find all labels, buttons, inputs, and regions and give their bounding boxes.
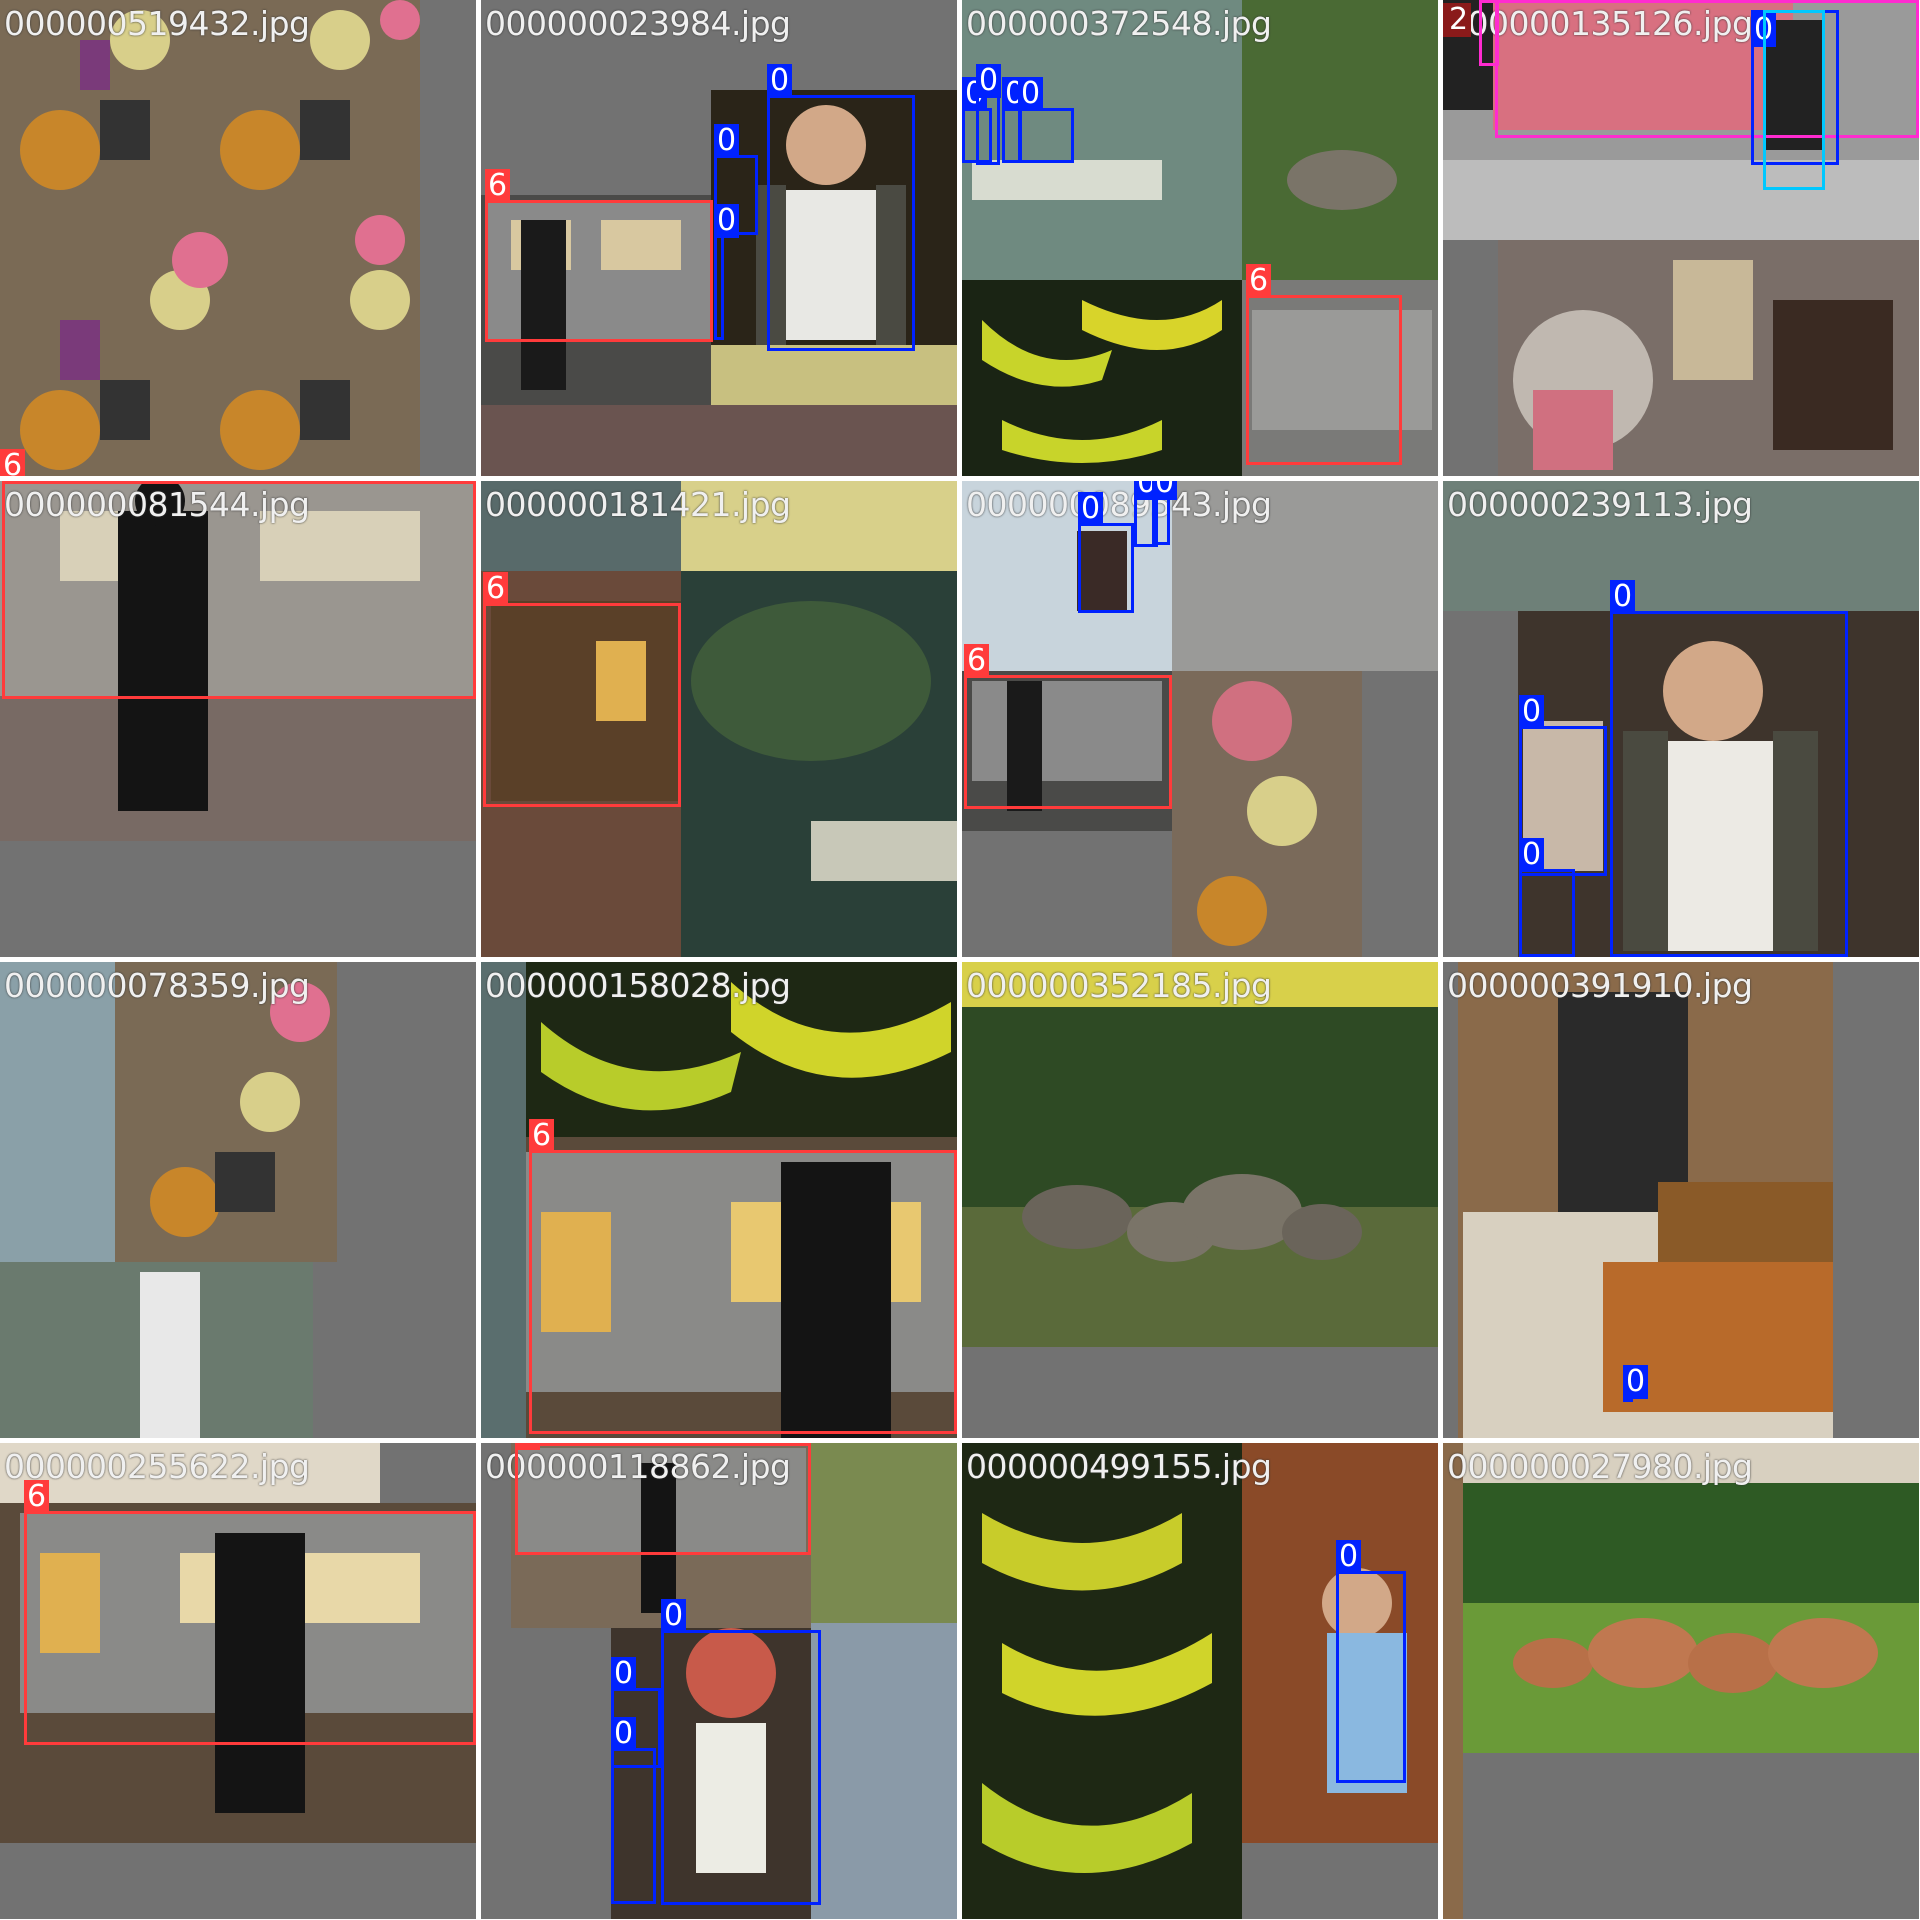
filename-label: 000000027980.jpg (1447, 1447, 1753, 1486)
bbox-person: 0 (1610, 580, 1848, 957)
image-tile: 000000391910.jpg 0 (1443, 962, 1919, 1438)
class-label: 0 (1610, 580, 1636, 614)
class-label: 0 (1519, 695, 1545, 729)
bbox-train: 6 (1246, 264, 1402, 465)
tile-image (962, 481, 1438, 957)
bbox-train: 6 (529, 1119, 957, 1434)
bbox-person: 0 (714, 204, 740, 340)
bbox-person: 0 (1336, 1540, 1406, 1783)
class-label: 0 (611, 1657, 637, 1691)
image-tile: 000000081544.jpg (0, 481, 476, 957)
class-label: 0 (1018, 77, 1044, 111)
bbox-person: 0 (1152, 481, 1178, 545)
bbox-train: 6 (24, 1480, 476, 1745)
class-label: 6 (529, 1119, 555, 1153)
bbox-car: 2 (1446, 0, 1499, 66)
image-tile: 000000181421.jpg 6 (481, 481, 957, 957)
class-label: 0 (1336, 1540, 1362, 1574)
bbox-car: 2 (1443, 0, 1919, 138)
filename-label: 000000391910.jpg (1447, 966, 1753, 1005)
class-label: 6 (24, 1480, 50, 1514)
image-tile: 000000158028.jpg 6 (481, 962, 957, 1438)
filename-label: 000000118862.jpg (485, 1447, 791, 1486)
tile-image (0, 962, 476, 1438)
tile-image (481, 481, 957, 957)
filename-label: 000000078359.jpg (4, 966, 310, 1005)
image-tile: 000000078359.jpg (0, 962, 476, 1438)
tile-image (481, 90, 957, 476)
class-label: 6 (964, 644, 990, 678)
class-label: 0 (1078, 492, 1104, 526)
image-tile: 000000519432.jpg 6 (0, 0, 476, 476)
bbox-person: 0 (1623, 1365, 1649, 1402)
filename-label: 000000519432.jpg (4, 4, 310, 43)
filename-label: 000000372548.jpg (966, 4, 1272, 43)
tile-image (1443, 481, 1919, 957)
bbox-person: 0 (767, 64, 915, 351)
class-label: 0 (611, 1717, 637, 1751)
bbox-person: 0 (1078, 492, 1134, 613)
bbox-train: 6 (964, 644, 1172, 809)
class-label: 6 (483, 572, 509, 606)
tile-image (962, 962, 1438, 1438)
filename-label: 000000239113.jpg (1447, 485, 1753, 524)
image-tile: 000000023984.jpg 6 0 0 0 (481, 0, 957, 476)
class-label: 0 (976, 64, 1002, 98)
class-label: 0 (1519, 838, 1545, 872)
class-label: 2 (1446, 3, 1472, 37)
filename-label: 000000089543.jpg (966, 485, 1272, 524)
bbox-person: 0 (661, 1599, 821, 1905)
bbox-person: 0 (976, 64, 1002, 165)
filename-label: 000000023984.jpg (485, 4, 791, 43)
image-tile: 000000135126.jpg 2 2 0 (1443, 0, 1919, 476)
tile-image (0, 481, 476, 957)
class-label: 6 (485, 169, 511, 203)
bbox-person: 0 (1519, 695, 1607, 876)
image-tile: 000000499155.jpg 0 (962, 1443, 1438, 1919)
filename-label: 000000181421.jpg (485, 485, 791, 524)
class-label: 6 (515, 1443, 541, 1450)
bbox-bicycle (1763, 10, 1825, 190)
bbox-person: 0 (1519, 838, 1575, 957)
tile-image (481, 962, 957, 1438)
filename-label: 000000352185.jpg (966, 966, 1272, 1005)
filename-label: 000000255622.jpg (4, 1447, 310, 1486)
image-tile: 000000027980.jpg (1443, 1443, 1919, 1919)
image-tile: 000000239113.jpg 0 0 0 (1443, 481, 1919, 957)
tile-image (0, 1443, 476, 1919)
class-label: 0 (1623, 1365, 1649, 1399)
tile-image (962, 0, 1438, 476)
class-label: 0 (1152, 481, 1178, 500)
bbox-train: 6 (515, 1443, 811, 1555)
class-label: 6 (1246, 264, 1272, 298)
class-label: 0 (661, 1599, 687, 1633)
class-label: 0 (714, 204, 740, 238)
class-label: 0 (767, 64, 793, 98)
bbox-train: 6 (483, 572, 681, 807)
filename-label: 000000158028.jpg (485, 966, 791, 1005)
image-tile: 000000372548.jpg 0 0 0 0 6 (962, 0, 1438, 476)
image-tile: 000000118862.jpg 6 0 0 0 (481, 1443, 957, 1919)
tile-image (0, 0, 420, 476)
bbox-person: 0 (611, 1717, 656, 1904)
filename-label: 000000081544.jpg (4, 485, 310, 524)
class-label: 0 (714, 124, 740, 158)
tile-image (962, 1443, 1438, 1919)
tile-image (1458, 962, 1919, 1438)
bbox-train: 6 (485, 169, 713, 342)
image-tile: 000000352185.jpg (962, 962, 1438, 1438)
class-label: 6 (0, 449, 26, 476)
tile-image (1443, 0, 1919, 476)
tile-image (511, 1443, 957, 1919)
image-tile: 000000089543.jpg 0 0 0 6 (962, 481, 1438, 957)
bbox-person: 0 (1018, 77, 1074, 163)
filename-label: 000000499155.jpg (966, 1447, 1272, 1486)
image-tile: 000000255622.jpg 6 (0, 1443, 476, 1919)
tile-image (1443, 1443, 1919, 1919)
bbox-train (2, 481, 476, 699)
